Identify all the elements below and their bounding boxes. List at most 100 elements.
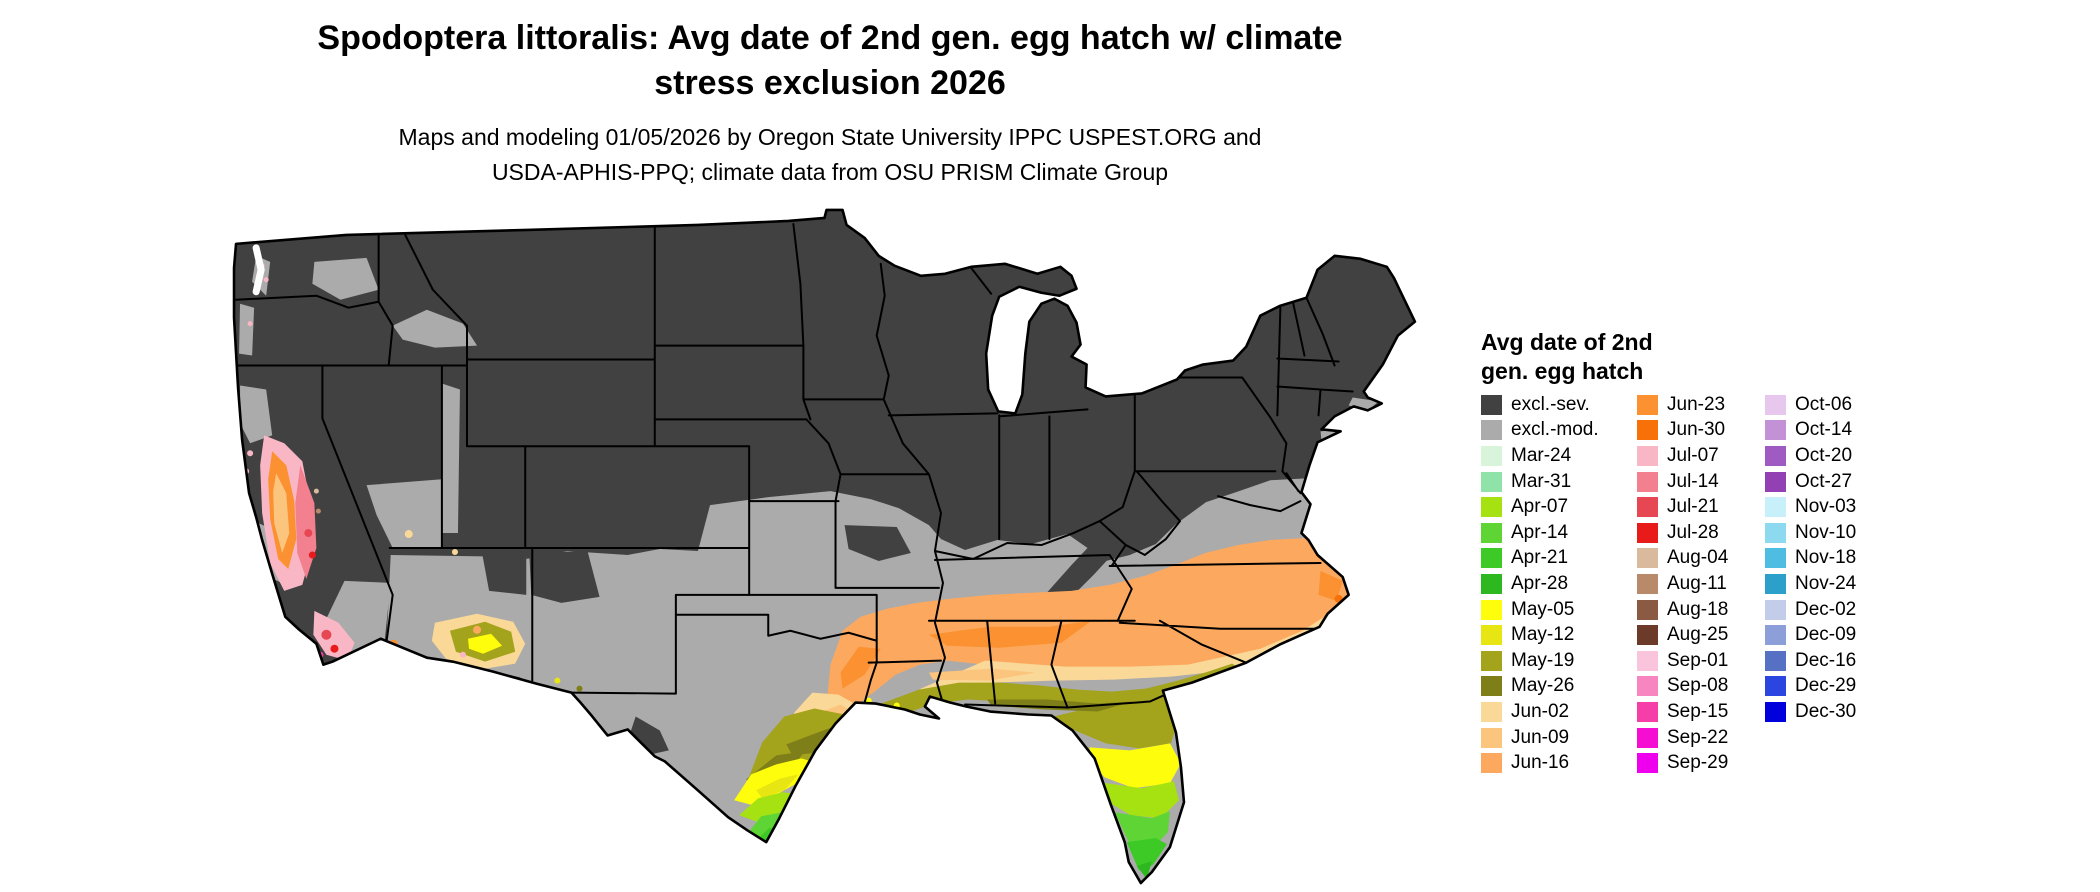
legend-row: Nov-18 [1765, 546, 1856, 572]
legend-swatch [1637, 497, 1658, 518]
legend-row: Nov-03 [1765, 494, 1856, 520]
legend-label: Apr-28 [1511, 572, 1569, 594]
map-region [313, 610, 355, 661]
legend-swatch [1637, 753, 1658, 774]
map-region [482, 552, 527, 595]
legend-swatch [1481, 599, 1502, 620]
region-early-may-band [734, 697, 1181, 806]
map-region [315, 508, 321, 514]
legend-label: Mar-24 [1511, 444, 1572, 466]
legend-label: May-12 [1511, 624, 1575, 646]
legend-swatch [1637, 701, 1658, 722]
legend-swatch [1637, 471, 1658, 492]
map-region [826, 538, 1353, 712]
legend-label: Jul-07 [1667, 444, 1719, 466]
map-region [1049, 693, 1177, 749]
legend-row: Jun-16 [1481, 750, 1599, 776]
map-legend: Avg date of 2nd gen. egg hatch excl.-sev… [1481, 328, 2100, 774]
figure-title-line1: Spodoptera littoralis: Avg date of 2nd g… [317, 19, 1343, 57]
legend-row: May-19 [1481, 648, 1599, 674]
map-line [570, 222, 942, 704]
map-region [308, 551, 316, 559]
map-region [473, 625, 482, 634]
us-map-svg [232, 208, 1417, 885]
legend-swatch [1481, 471, 1502, 492]
legend-row: Oct-27 [1765, 469, 1856, 495]
legend-label: Jul-14 [1667, 470, 1719, 492]
legend-label: Sep-29 [1667, 752, 1729, 774]
map-region [756, 774, 799, 799]
map-region [844, 525, 911, 561]
legend-swatch [1765, 522, 1786, 543]
legend-swatch [1637, 394, 1658, 415]
legend-row: Dec-29 [1765, 674, 1856, 700]
legend-swatch [1481, 573, 1502, 594]
map-region [247, 321, 253, 327]
legend-label: Sep-08 [1667, 675, 1729, 697]
legend-label: Mar-31 [1511, 470, 1572, 492]
legend-row: excl.-mod. [1481, 418, 1599, 444]
legend-row: Jul-21 [1637, 494, 1728, 520]
region-june-band [826, 538, 1353, 712]
map-region [304, 529, 313, 538]
legend-label: Aug-18 [1667, 598, 1729, 620]
map-region [739, 792, 801, 824]
legend-row: Nov-24 [1765, 571, 1856, 597]
legend-row: Oct-14 [1765, 418, 1856, 444]
legend-row: Dec-30 [1765, 699, 1856, 725]
legend-label: Apr-21 [1511, 547, 1569, 569]
legend-swatch [1765, 625, 1786, 646]
legend-label: Dec-30 [1795, 700, 1857, 722]
map-region [468, 633, 503, 654]
legend-column: excl.-sev. excl.-mod. Mar-24 Mar-31 Apr-07 Ap… [1481, 392, 1599, 776]
legend-label: Nov-10 [1795, 521, 1857, 543]
legend-row: Nov-10 [1765, 520, 1856, 546]
legend-label: Oct-20 [1795, 444, 1853, 466]
legend-swatch [1765, 420, 1786, 441]
legend-title-line1: Avg date of 2nd [1481, 329, 1653, 355]
map-region [312, 257, 379, 300]
legend-label: excl.-sev. [1511, 393, 1590, 415]
legend-swatch [1637, 625, 1658, 646]
legend-swatch [1481, 701, 1502, 722]
legend-swatch [1765, 573, 1786, 594]
legend-label: Dec-29 [1795, 675, 1857, 697]
legend-swatch [1765, 445, 1786, 466]
legend-swatch [1765, 471, 1786, 492]
legend-row: Dec-09 [1765, 622, 1856, 648]
legend-swatch [1481, 420, 1502, 441]
legend-label: Dec-02 [1795, 598, 1857, 620]
legend-swatch [1481, 676, 1502, 697]
legend-row: Sep-22 [1637, 725, 1728, 751]
map-region [441, 383, 460, 534]
region-dark-patches [482, 523, 1129, 755]
map-region [392, 309, 478, 348]
legend-row: May-26 [1481, 674, 1599, 700]
map-region [320, 666, 325, 671]
map-region [313, 488, 319, 494]
legend-row: Jun-02 [1481, 699, 1599, 725]
region-arizona-mosaic [389, 530, 583, 692]
map-region [239, 303, 255, 356]
legend-row: excl.-sev. [1481, 392, 1599, 418]
map-region [330, 644, 339, 653]
legend-label: Oct-14 [1795, 419, 1853, 441]
legend-row: Mar-24 [1481, 443, 1599, 469]
legend-label: May-05 [1511, 598, 1575, 620]
map-region [293, 651, 300, 658]
map-region [987, 699, 1133, 712]
map-region [240, 385, 273, 444]
figure-subtitle-line1: Maps and modeling 01/05/2026 by Oregon S… [398, 124, 1262, 150]
legend-row: Dec-16 [1765, 648, 1856, 674]
puget-sound [252, 244, 265, 296]
legend-row: Aug-11 [1637, 571, 1728, 597]
legend-label: Jun-23 [1667, 393, 1726, 415]
legend-swatch [1481, 650, 1502, 671]
legend-row: Jul-14 [1637, 469, 1728, 495]
legend-row: Oct-20 [1765, 443, 1856, 469]
legend-label: Sep-15 [1667, 700, 1729, 722]
map-region [529, 550, 600, 603]
legend-row: Dec-02 [1765, 597, 1856, 623]
map-region [404, 530, 413, 539]
legend-row: Mar-31 [1481, 469, 1599, 495]
